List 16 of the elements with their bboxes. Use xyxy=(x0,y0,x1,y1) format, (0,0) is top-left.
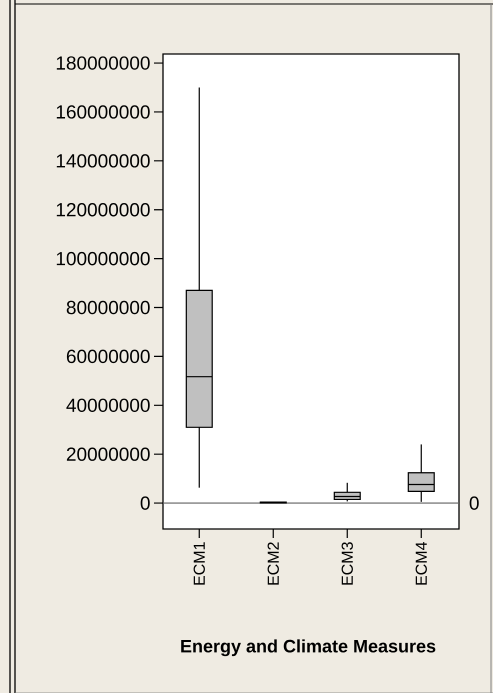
x-tick-label: ECM2 xyxy=(268,542,279,585)
y-tick-label: 120000000 xyxy=(56,202,150,216)
y-tick-label: 40000000 xyxy=(66,398,150,412)
x-tick-label: ECM3 xyxy=(342,542,353,585)
x-tick-label: ECM1 xyxy=(194,542,205,585)
x-tick-label: ECM4 xyxy=(416,542,427,585)
y-tick-label: 180000000 xyxy=(56,56,150,70)
y-tick-label: 80000000 xyxy=(66,300,150,314)
x-axis-title: Energy and Climate Measures xyxy=(181,639,436,656)
y-tick-label: 20000000 xyxy=(66,447,150,461)
ref-line-label: 0 xyxy=(470,496,479,510)
y-tick-label: 100000000 xyxy=(56,252,150,266)
y-tick-label: 0 xyxy=(140,496,150,510)
y-tick-label: 160000000 xyxy=(56,105,150,119)
y-tick-label: 60000000 xyxy=(66,350,150,364)
y-tick-label: 140000000 xyxy=(56,154,150,168)
